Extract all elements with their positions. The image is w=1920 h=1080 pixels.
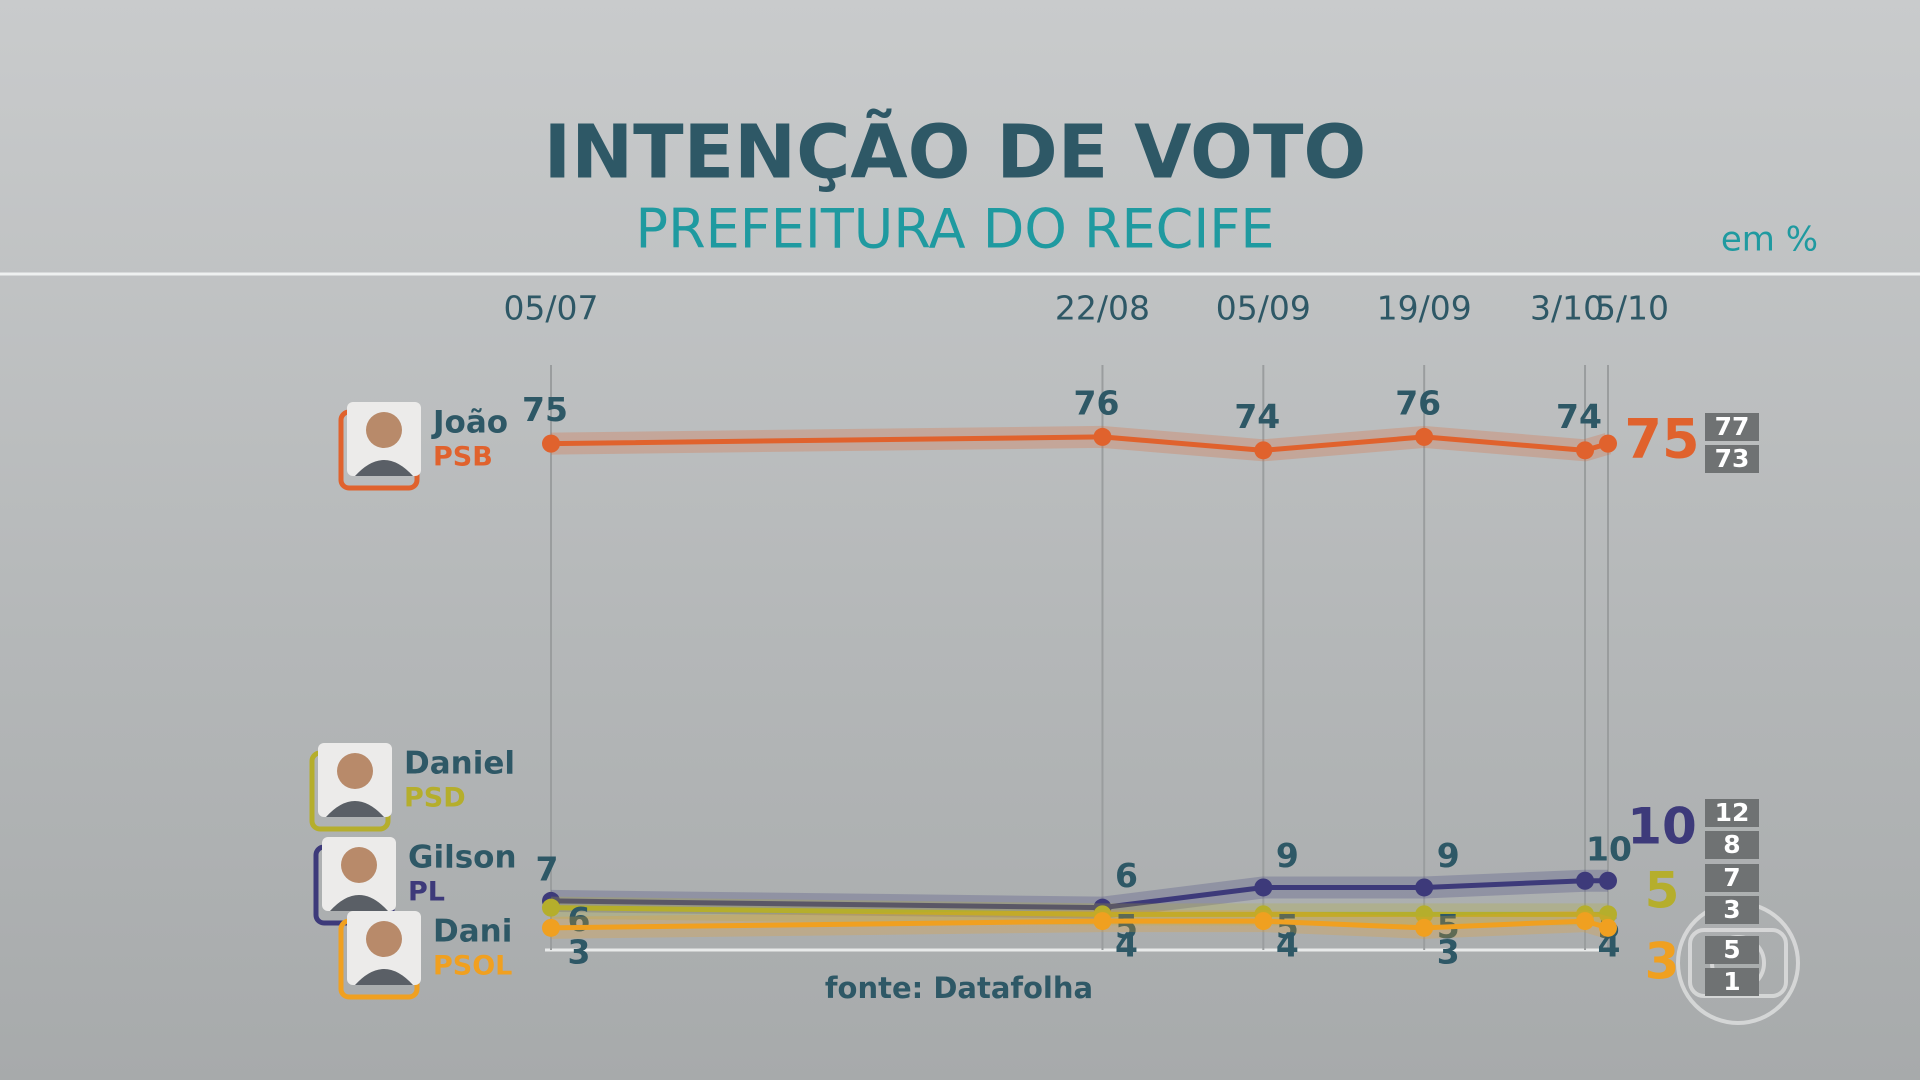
- x-tick-label: 05/09: [1216, 289, 1311, 328]
- data-label: 74: [1556, 397, 1602, 436]
- final-label: 5: [1645, 862, 1680, 920]
- data-label: 9: [1276, 836, 1299, 875]
- x-tick-label: 05/07: [503, 289, 598, 328]
- point: [1415, 427, 1434, 446]
- data-label: 76: [1395, 383, 1441, 422]
- point: [542, 434, 560, 453]
- interval-box: [1705, 799, 1759, 827]
- point: [1415, 905, 1434, 924]
- data-label: 3: [568, 932, 591, 971]
- legend-body: [355, 969, 413, 985]
- point: [1576, 871, 1595, 890]
- x-tick-label: 19/09: [1377, 289, 1472, 328]
- point: [1599, 905, 1617, 924]
- point: [542, 918, 560, 937]
- point: [1254, 912, 1273, 931]
- point: [1415, 878, 1434, 897]
- data-label: 5: [1276, 907, 1299, 946]
- interval-box: [1705, 445, 1759, 473]
- legend-body: [355, 460, 413, 476]
- legend-party: PSOL: [433, 951, 512, 982]
- legend-name: Gilson: [408, 840, 517, 876]
- data-label: 74: [1234, 397, 1280, 436]
- legend-name: Daniel: [404, 746, 515, 782]
- interval-label: 1: [1723, 967, 1740, 996]
- data-label: 7: [536, 849, 559, 888]
- data-label: 10: [1586, 829, 1632, 868]
- legend-face: [337, 753, 373, 789]
- interval-box: [1705, 936, 1759, 964]
- chart-subtitle: PREFEITURA DO RECIFE: [636, 198, 1275, 261]
- point: [1599, 434, 1617, 453]
- legend-party: PL: [408, 877, 445, 908]
- data-label: 75: [522, 390, 568, 429]
- data-label: 76: [1074, 383, 1120, 422]
- interval-label: 5: [1723, 935, 1740, 964]
- data-label: 6: [1115, 856, 1138, 895]
- point: [1599, 871, 1617, 890]
- final-label: 10: [1627, 798, 1697, 856]
- interval-box: [1705, 413, 1759, 441]
- data-label: 4: [1115, 926, 1138, 965]
- legend-party: PSB: [433, 442, 493, 473]
- interval-label: 7: [1723, 863, 1740, 892]
- legend-name: Dani: [433, 914, 512, 950]
- legend-party: PSD: [404, 783, 466, 814]
- point: [1576, 912, 1595, 931]
- legend-face: [366, 412, 402, 448]
- interval-label: 12: [1715, 798, 1750, 827]
- point: [1415, 918, 1434, 937]
- x-tick-label: 5/10: [1595, 289, 1669, 328]
- point: [1093, 912, 1112, 931]
- interval-label: 3: [1723, 895, 1740, 924]
- interval-box: [1705, 968, 1759, 996]
- interval-label: 77: [1715, 412, 1750, 441]
- point: [1576, 441, 1595, 460]
- final-label: 75: [1624, 408, 1699, 471]
- x-tick-label: 3/10: [1530, 289, 1604, 328]
- point: [1599, 918, 1617, 937]
- legend-face: [341, 847, 377, 883]
- interval-box: [1705, 896, 1759, 924]
- point: [1254, 441, 1273, 460]
- source: fonte: Datafolha: [825, 971, 1093, 1005]
- unit-note: em %: [1721, 220, 1818, 260]
- data-label: 9: [1437, 836, 1460, 875]
- data-label: 4: [1276, 926, 1299, 965]
- legend-body: [326, 801, 384, 817]
- interval-box: [1705, 831, 1759, 859]
- interval-box: [1705, 864, 1759, 892]
- interval-label: 8: [1723, 830, 1740, 859]
- data-label: 5: [1115, 907, 1138, 946]
- legend-body: [330, 895, 388, 911]
- point: [1093, 427, 1112, 446]
- point: [542, 898, 560, 917]
- point: [1254, 878, 1273, 897]
- legend-name: João: [431, 405, 508, 441]
- interval-label: 73: [1715, 444, 1750, 473]
- chart-title: INTENÇÃO DE VOTO: [544, 108, 1367, 196]
- final-label: 3: [1645, 933, 1680, 991]
- legend-face: [366, 921, 402, 957]
- x-tick-label: 22/08: [1055, 289, 1150, 328]
- data-label: 3: [1437, 932, 1460, 971]
